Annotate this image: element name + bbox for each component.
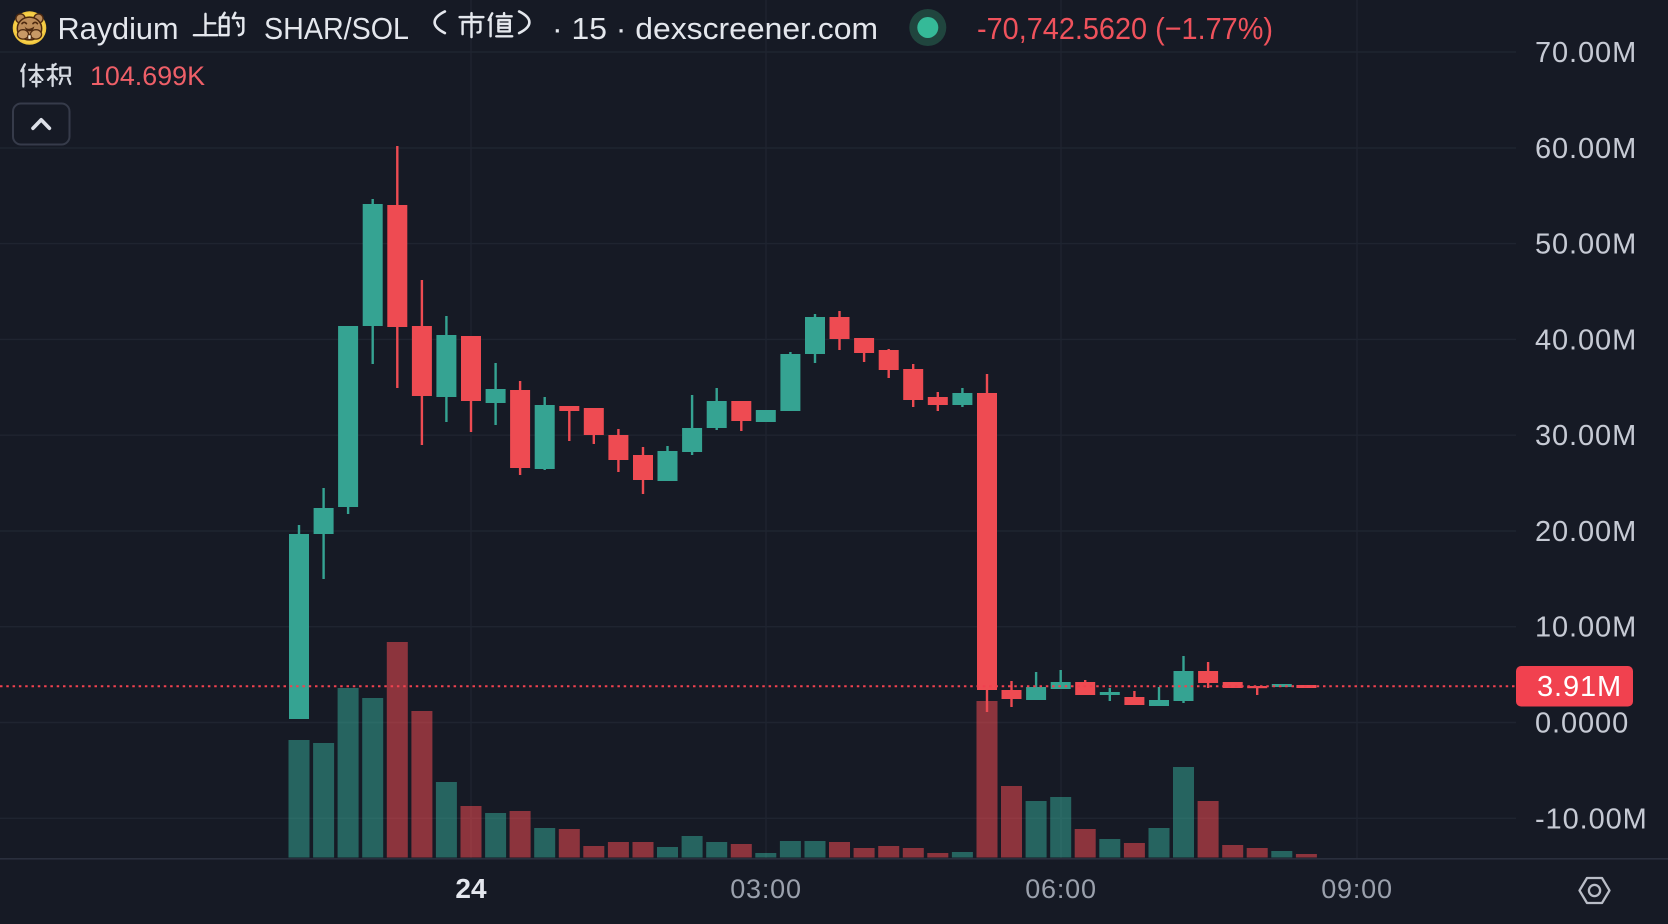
svg-text:3.91M: 3.91M	[1537, 671, 1622, 703]
svg-text:Raydium: Raydium	[58, 11, 179, 46]
svg-text:24: 24	[455, 873, 487, 904]
svg-text:10.00M: 10.00M	[1535, 612, 1637, 644]
svg-text:03:00: 03:00	[730, 874, 802, 904]
svg-text:70.00M: 70.00M	[1535, 37, 1637, 69]
svg-text:-10.00M: -10.00M	[1535, 803, 1648, 835]
svg-text:09:00: 09:00	[1321, 874, 1393, 904]
svg-text:-70,742.5620 (−1.77%): -70,742.5620 (−1.77%)	[977, 11, 1273, 46]
svg-text:40.00M: 40.00M	[1535, 324, 1637, 356]
svg-text:SHAR/SOL: SHAR/SOL	[264, 11, 409, 46]
svg-text:50.00M: 50.00M	[1535, 229, 1637, 261]
svg-text:20.00M: 20.00M	[1535, 516, 1637, 548]
svg-text:06:00: 06:00	[1025, 874, 1097, 904]
svg-text:30.00M: 30.00M	[1535, 420, 1637, 452]
svg-text:0.0000: 0.0000	[1535, 708, 1629, 740]
svg-text:104.699K: 104.699K	[90, 61, 205, 91]
svg-text:· 15 · dexscreener.com: · 15 · dexscreener.com	[552, 11, 878, 46]
svg-text:60.00M: 60.00M	[1535, 133, 1637, 165]
